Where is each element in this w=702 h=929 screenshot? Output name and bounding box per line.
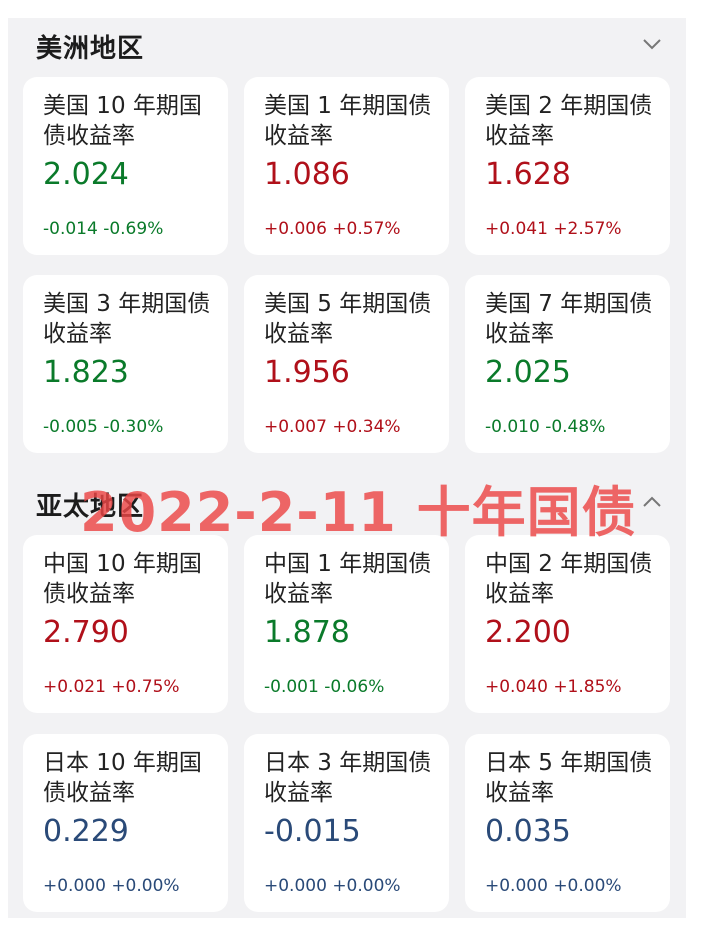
bond-card-cn-10y[interactable]: 中国 10 年期国债收益率 2.790 +0.021 +0.75% bbox=[23, 535, 228, 713]
bond-name: 美国 5 年期国债收益率 bbox=[264, 291, 432, 347]
bond-yield: 1.086 bbox=[264, 157, 350, 192]
bond-change: +0.021 +0.75% bbox=[43, 677, 180, 697]
section-title: 亚太地区 bbox=[36, 492, 145, 522]
bond-name: 美国 3 年期国债收益率 bbox=[43, 291, 211, 347]
bond-name: 中国 10 年期国债收益率 bbox=[43, 551, 202, 607]
bond-yield: 2.790 bbox=[43, 615, 129, 650]
bond-yield: 0.229 bbox=[43, 814, 129, 849]
bond-card-us-7y[interactable]: 美国 7 年期国债收益率 2.025 -0.010 -0.48% bbox=[465, 275, 670, 453]
bond-card-cn-2y[interactable]: 中国 2 年期国债收益率 2.200 +0.040 +1.85% bbox=[465, 535, 670, 713]
bond-yield: 1.878 bbox=[264, 615, 350, 650]
bond-change: -0.014 -0.69% bbox=[43, 219, 164, 239]
bond-name: 美国 7 年期国债收益率 bbox=[485, 291, 653, 347]
bond-yield: 1.823 bbox=[43, 355, 129, 390]
bond-name: 日本 5 年期国债收益率 bbox=[485, 750, 653, 806]
bond-change: +0.040 +1.85% bbox=[485, 677, 622, 697]
bond-card-us-2y[interactable]: 美国 2 年期国债收益率 1.628 +0.041 +2.57% bbox=[465, 77, 670, 255]
bond-change: +0.000 +0.00% bbox=[43, 876, 180, 896]
bond-card-jp-5y[interactable]: 日本 5 年期国债收益率 0.035 +0.000 +0.00% bbox=[465, 734, 670, 912]
bond-yield: 2.025 bbox=[485, 355, 571, 390]
section-header-asia-pacific[interactable]: 亚太地区 bbox=[8, 476, 686, 532]
bond-yield: 1.956 bbox=[264, 355, 350, 390]
bond-change: +0.007 +0.34% bbox=[264, 417, 401, 437]
bond-name: 日本 10 年期国债收益率 bbox=[43, 750, 202, 806]
bond-card-jp-10y[interactable]: 日本 10 年期国债收益率 0.229 +0.000 +0.00% bbox=[23, 734, 228, 912]
bond-card-cn-1y[interactable]: 中国 1 年期国债收益率 1.878 -0.001 -0.06% bbox=[244, 535, 449, 713]
bond-name: 美国 10 年期国债收益率 bbox=[43, 93, 202, 149]
bond-name: 中国 1 年期国债收益率 bbox=[264, 551, 432, 607]
chevron-up-icon[interactable] bbox=[640, 490, 664, 514]
bond-change: +0.000 +0.00% bbox=[264, 876, 401, 896]
section-title: 美洲地区 bbox=[36, 34, 145, 64]
bond-change: -0.001 -0.06% bbox=[264, 677, 385, 697]
bond-yield: 1.628 bbox=[485, 157, 571, 192]
bond-name: 美国 2 年期国债收益率 bbox=[485, 93, 653, 149]
bond-change: +0.000 +0.00% bbox=[485, 876, 622, 896]
bond-name: 美国 1 年期国债收益率 bbox=[264, 93, 432, 149]
bond-name: 日本 3 年期国债收益率 bbox=[264, 750, 432, 806]
bond-card-us-3y[interactable]: 美国 3 年期国债收益率 1.823 -0.005 -0.30% bbox=[23, 275, 228, 453]
bond-change: +0.041 +2.57% bbox=[485, 219, 622, 239]
bond-yield: 2.200 bbox=[485, 615, 571, 650]
bond-yield: 2.024 bbox=[43, 157, 129, 192]
bond-card-us-1y[interactable]: 美国 1 年期国债收益率 1.086 +0.006 +0.57% bbox=[244, 77, 449, 255]
bond-card-jp-3y[interactable]: 日本 3 年期国债收益率 -0.015 +0.000 +0.00% bbox=[244, 734, 449, 912]
bond-yield: 0.035 bbox=[485, 814, 571, 849]
chevron-down-icon[interactable] bbox=[640, 32, 664, 56]
bond-card-us-10y[interactable]: 美国 10 年期国债收益率 2.024 -0.014 -0.69% bbox=[23, 77, 228, 255]
bond-change: -0.005 -0.30% bbox=[43, 417, 164, 437]
date-watermark: 2022-2-11 十年国债 bbox=[80, 481, 637, 544]
bond-name: 中国 2 年期国债收益率 bbox=[485, 551, 653, 607]
bond-yield: -0.015 bbox=[264, 814, 361, 849]
bond-card-us-5y[interactable]: 美国 5 年期国债收益率 1.956 +0.007 +0.34% bbox=[244, 275, 449, 453]
bond-change: -0.010 -0.48% bbox=[485, 417, 606, 437]
section-header-americas[interactable]: 美洲地区 bbox=[8, 18, 686, 74]
bond-change: +0.006 +0.57% bbox=[264, 219, 401, 239]
